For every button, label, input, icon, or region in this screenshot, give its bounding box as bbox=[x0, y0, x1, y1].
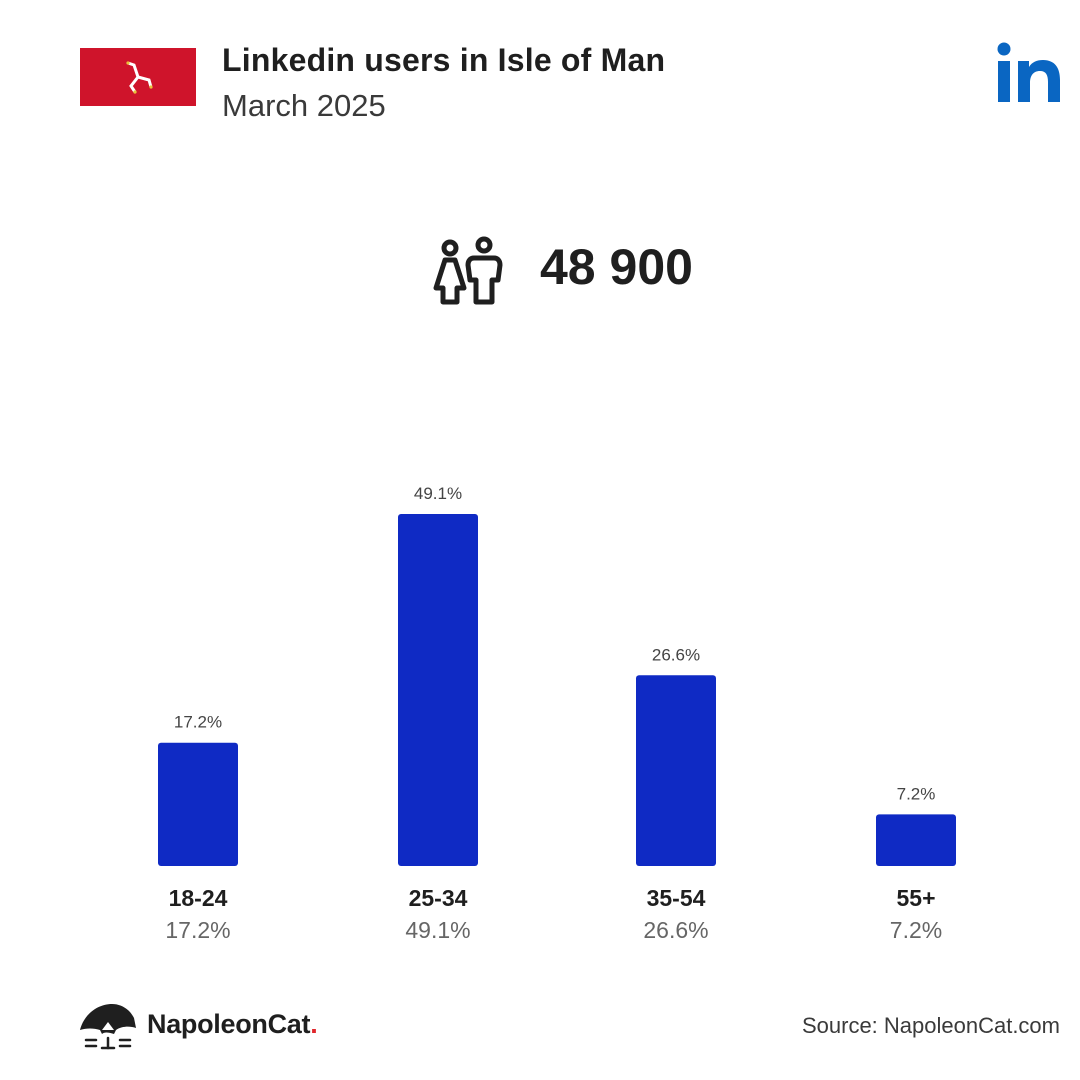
category-percent-label: 26.6% bbox=[643, 917, 708, 943]
source-credit: Source: NapoleonCat.com bbox=[801, 1013, 1060, 1038]
linkedin-logo bbox=[997, 42, 1060, 102]
page-title: Linkedin users in Isle of Man bbox=[222, 42, 666, 78]
bar-25-34 bbox=[398, 514, 478, 866]
bar-value-label: 7.2% bbox=[897, 784, 936, 803]
isle-of-man-flag-icon bbox=[80, 48, 196, 106]
bar-value-label: 49.1% bbox=[414, 484, 462, 503]
category-label: 18-24 bbox=[169, 885, 228, 911]
total-users-count: 48 900 bbox=[540, 239, 693, 295]
brand-dot: . bbox=[310, 1009, 318, 1039]
brand-name: NapoleonCat. bbox=[147, 1009, 318, 1039]
bar-value-label: 17.2% bbox=[174, 713, 222, 732]
male-female-users-icon bbox=[433, 236, 503, 305]
category-percent-label: 49.1% bbox=[405, 917, 470, 943]
bar-55+ bbox=[876, 814, 956, 866]
category-label: 35-54 bbox=[647, 885, 706, 911]
category-percent-label: 7.2% bbox=[890, 917, 942, 943]
category-label: 25-34 bbox=[409, 885, 468, 911]
category-percent-label: 17.2% bbox=[165, 917, 230, 943]
bar-35-54 bbox=[636, 675, 716, 866]
category-label: 55+ bbox=[896, 885, 935, 911]
bar-18-24 bbox=[158, 742, 238, 866]
napoleoncat-logo-icon bbox=[80, 1004, 136, 1050]
page-subtitle: March 2025 bbox=[222, 88, 386, 123]
bar-value-label: 26.6% bbox=[652, 645, 700, 664]
